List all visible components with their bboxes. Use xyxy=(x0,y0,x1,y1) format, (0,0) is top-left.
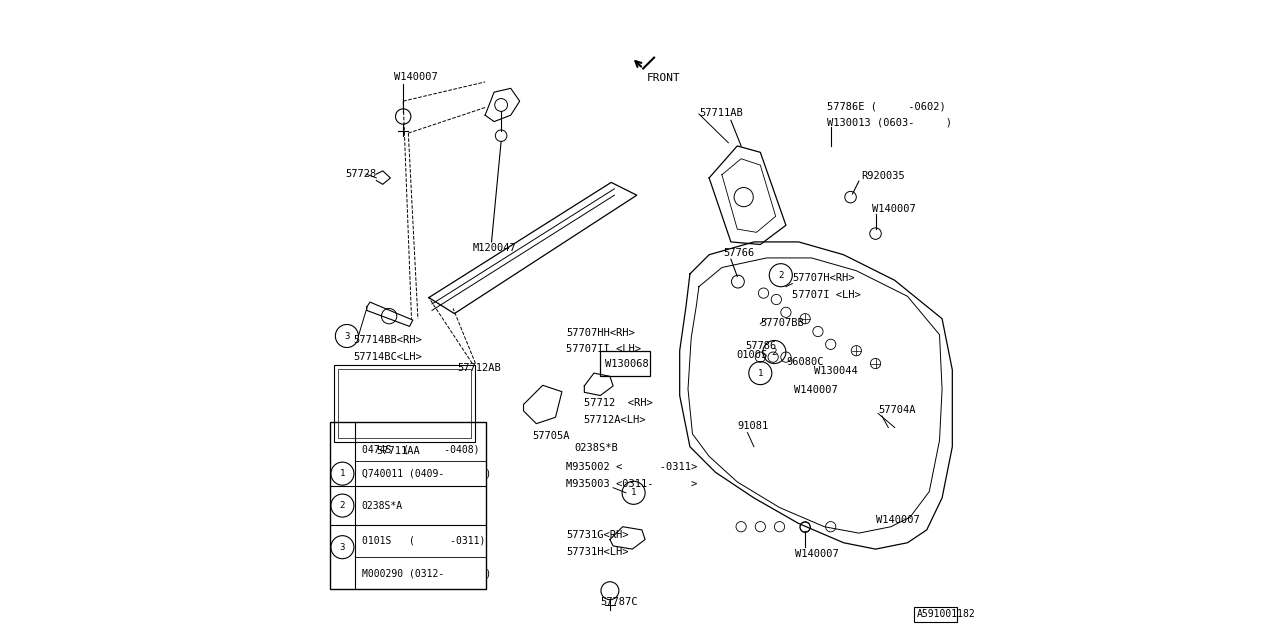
Text: 57707II <LH>: 57707II <LH> xyxy=(566,344,641,355)
Text: 57711AA: 57711AA xyxy=(376,445,420,456)
Text: 57714BC<LH>: 57714BC<LH> xyxy=(353,352,422,362)
Bar xyxy=(914,607,957,622)
Text: M120047: M120047 xyxy=(472,243,516,253)
Text: 57711AB: 57711AB xyxy=(699,108,742,118)
Text: R920035: R920035 xyxy=(860,171,905,181)
Text: M000290 (0312-       ): M000290 (0312- ) xyxy=(362,569,490,579)
Text: 57787C: 57787C xyxy=(600,596,637,607)
Text: 57707H<RH>: 57707H<RH> xyxy=(792,273,855,284)
Text: 57728: 57728 xyxy=(346,169,376,179)
Text: 57707HH<RH>: 57707HH<RH> xyxy=(566,328,635,338)
Text: 57707I <LH>: 57707I <LH> xyxy=(792,290,861,300)
Text: 91081: 91081 xyxy=(737,421,768,431)
Text: FRONT: FRONT xyxy=(646,73,680,83)
Text: 57705A: 57705A xyxy=(532,431,570,442)
Bar xyxy=(600,351,650,376)
Text: W140007: W140007 xyxy=(394,72,438,82)
Text: 57766: 57766 xyxy=(723,248,754,258)
Text: 57707BB: 57707BB xyxy=(760,318,804,328)
Text: 57731H<LH>: 57731H<LH> xyxy=(566,547,628,557)
Bar xyxy=(330,422,486,589)
Text: 2: 2 xyxy=(339,501,346,510)
Text: 0474S  (      -0408): 0474S ( -0408) xyxy=(362,445,479,454)
Text: 0238S*B: 0238S*B xyxy=(575,443,618,453)
Text: 96080C: 96080C xyxy=(786,356,823,367)
Text: W140007: W140007 xyxy=(876,515,919,525)
Text: 2: 2 xyxy=(778,271,783,280)
Text: 0100S: 0100S xyxy=(736,350,767,360)
Text: 0101S   (      -0311): 0101S ( -0311) xyxy=(362,536,485,545)
Text: 57712AB: 57712AB xyxy=(458,363,502,373)
Bar xyxy=(334,365,475,442)
Text: 57714BB<RH>: 57714BB<RH> xyxy=(353,335,422,346)
Text: 2: 2 xyxy=(772,348,777,356)
Text: M935003 <0311-      >: M935003 <0311- > xyxy=(566,479,698,489)
Text: W140007: W140007 xyxy=(794,385,837,396)
Text: 57712  <RH>: 57712 <RH> xyxy=(584,398,653,408)
Text: 57786: 57786 xyxy=(745,340,777,351)
Text: M935002 <      -0311>: M935002 < -0311> xyxy=(566,462,698,472)
Bar xyxy=(338,369,471,438)
Text: 1: 1 xyxy=(758,369,763,378)
Text: A591001182: A591001182 xyxy=(916,609,975,620)
Text: W130044: W130044 xyxy=(814,366,858,376)
Text: W140007: W140007 xyxy=(872,204,915,214)
Text: 57704A: 57704A xyxy=(878,404,915,415)
Text: W140007: W140007 xyxy=(795,548,838,559)
Text: 57731G<RH>: 57731G<RH> xyxy=(566,530,628,540)
Text: W130068: W130068 xyxy=(605,358,649,369)
Text: 0238S*A: 0238S*A xyxy=(362,500,403,511)
Text: 1: 1 xyxy=(631,488,636,497)
Text: 57712A<LH>: 57712A<LH> xyxy=(584,415,646,425)
Text: Q740011 (0409-       ): Q740011 (0409- ) xyxy=(362,468,490,479)
Text: W130013 (0603-     ): W130013 (0603- ) xyxy=(827,117,952,127)
Text: 1: 1 xyxy=(339,469,346,478)
Text: 3: 3 xyxy=(344,332,349,340)
Text: 3: 3 xyxy=(339,543,346,552)
Text: 57786E (     -0602): 57786E ( -0602) xyxy=(827,101,946,111)
